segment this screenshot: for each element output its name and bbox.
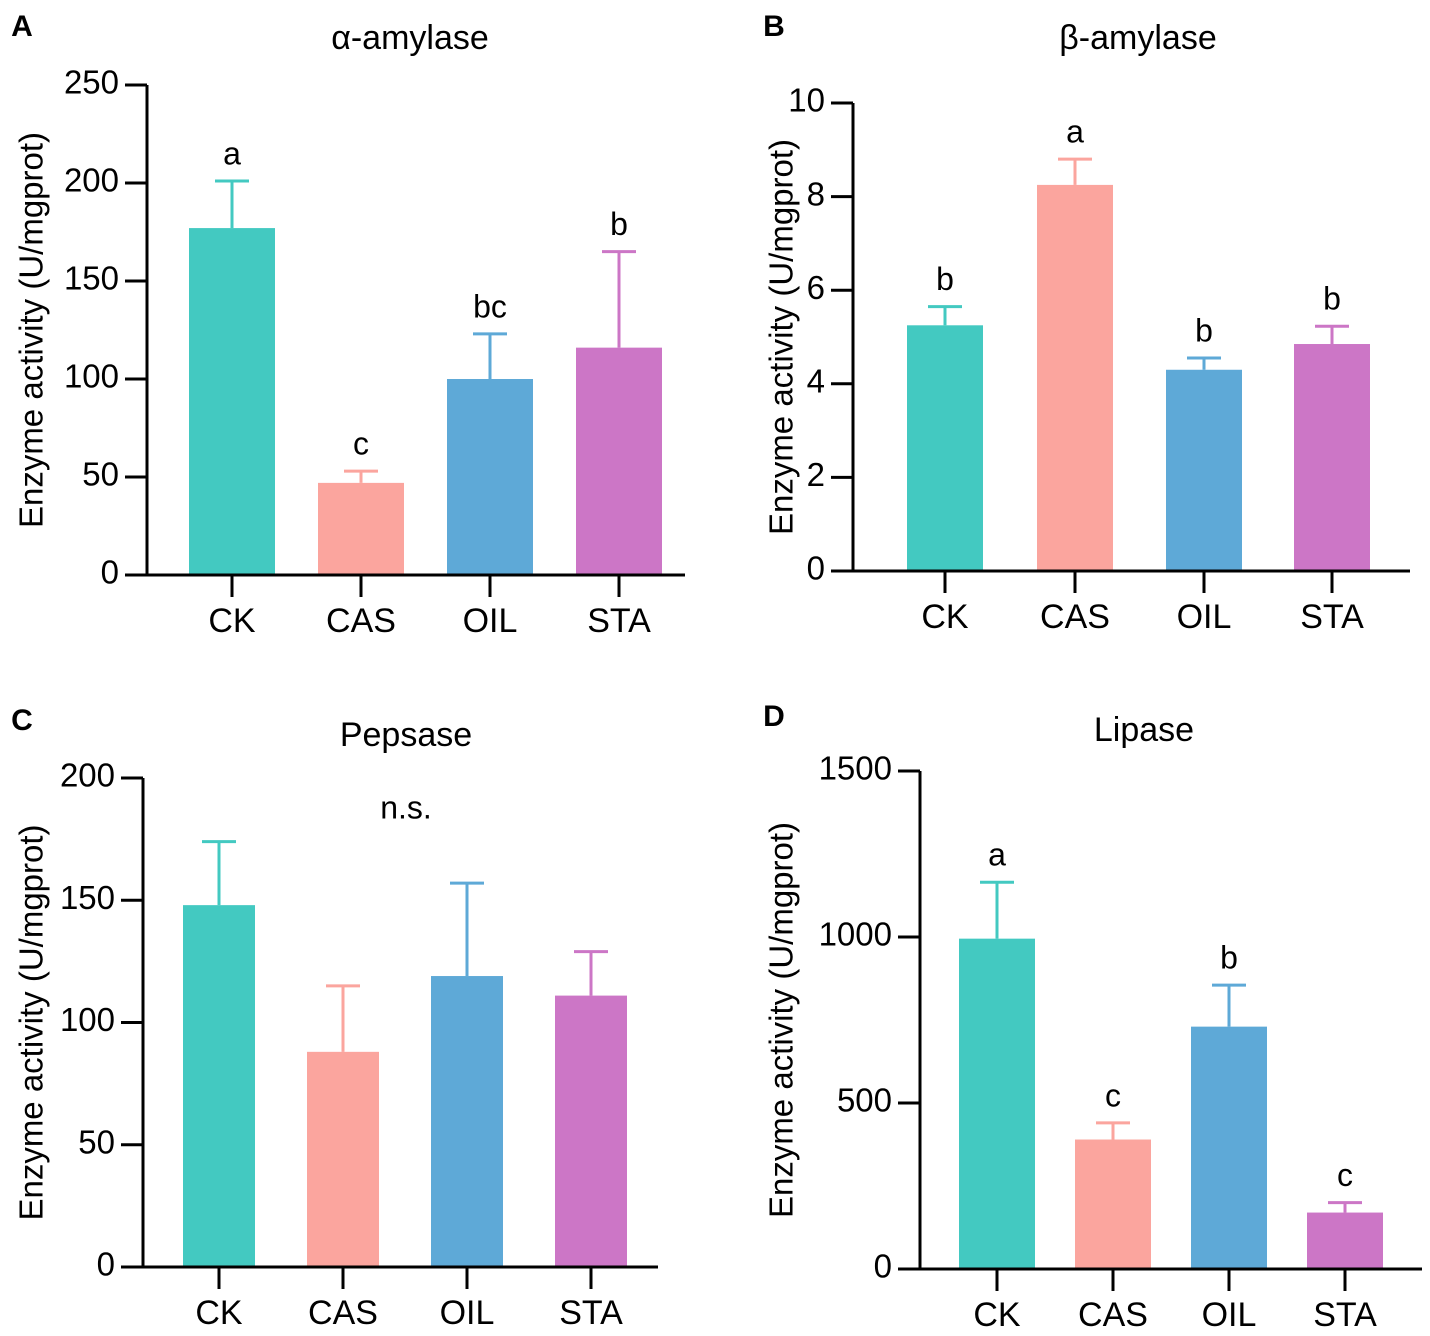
y-tick-label: 0 — [101, 554, 119, 591]
x-tick-label: CAS — [1040, 598, 1110, 636]
x-tick-label: STA — [1313, 1296, 1377, 1334]
bar-ck — [189, 228, 275, 575]
chart-panel-c: C Pepsase Enzyme activity (U/mgprot) n.s. 0 5… — [11, 704, 658, 1332]
y-tick-label: 4 — [807, 363, 825, 400]
y-tick-label: 200 — [64, 162, 119, 199]
chart-title: Lipase — [1094, 711, 1194, 749]
significance-label: b — [1220, 940, 1238, 976]
significance-label: b — [610, 206, 628, 242]
bar-ck — [183, 905, 255, 1267]
bar-oil — [1166, 369, 1242, 571]
x-tick-label: STA — [1300, 598, 1364, 636]
x-tick-label: CK — [195, 1294, 243, 1332]
x-tick-label: CAS — [1078, 1296, 1148, 1334]
y-tick-label: 250 — [64, 64, 119, 101]
panel-label: A — [11, 10, 33, 43]
panel-label: B — [763, 10, 785, 43]
bar-sta — [1307, 1212, 1383, 1269]
bar-sta — [1294, 344, 1370, 571]
chart-title: Pepsase — [340, 716, 472, 754]
x-tick-label: OIL — [1202, 1296, 1257, 1334]
y-tick-label: 8 — [807, 175, 825, 212]
x-tick-label: OIL — [1177, 598, 1232, 636]
bar-cas — [318, 482, 404, 575]
significance-label: b — [936, 261, 954, 297]
x-tick-label: STA — [587, 602, 651, 640]
y-tick-label: 2 — [807, 456, 825, 493]
significance-label: c — [1337, 1157, 1353, 1193]
significance-label: c — [1105, 1077, 1121, 1113]
y-tick-label: 1000 — [819, 916, 892, 953]
y-tick-label: 0 — [807, 550, 825, 587]
y-tick-label: 500 — [837, 1082, 892, 1119]
x-tick-label: CK — [973, 1296, 1021, 1334]
x-tick-label: CAS — [326, 602, 396, 640]
panel-label: D — [763, 700, 785, 733]
chart-title: β-amylase — [1059, 19, 1216, 57]
significance-label: b — [1195, 313, 1213, 349]
chart-title: α-amylase — [331, 19, 489, 57]
y-tick-label: 50 — [78, 1123, 115, 1160]
y-tick-label: 200 — [60, 757, 115, 794]
x-tick-label: CK — [208, 602, 256, 640]
bar-cas — [1075, 1139, 1151, 1269]
y-axis-label: Enzyme activity (U/mgprot) — [763, 822, 800, 1218]
chart-panel-d: D Lipase Enzyme activity (U/mgprot) a c b c 0 50… — [763, 700, 1422, 1334]
bar-oil — [1191, 1026, 1267, 1269]
y-tick-label: 6 — [807, 269, 825, 306]
y-tick-label: 100 — [64, 358, 119, 395]
bar-oil — [431, 976, 503, 1267]
y-tick-label: 150 — [64, 260, 119, 297]
significance-label: a — [988, 837, 1006, 873]
bar-sta — [555, 995, 627, 1267]
bar-cas — [1037, 184, 1113, 571]
y-tick-label: 10 — [788, 82, 825, 119]
bar-oil — [447, 379, 533, 575]
x-tick-label: OIL — [463, 602, 518, 640]
y-tick-label: 0 — [874, 1248, 892, 1285]
significance-label: b — [1323, 281, 1341, 317]
significance-label: a — [1066, 114, 1084, 150]
bar-ck — [907, 325, 983, 571]
y-tick-label: 1500 — [819, 750, 892, 787]
significance-note: n.s. — [380, 789, 432, 825]
significance-label: bc — [473, 288, 507, 324]
bar-ck — [959, 938, 1035, 1269]
bar-sta — [576, 347, 662, 575]
y-tick-label: 150 — [60, 879, 115, 916]
x-tick-label: OIL — [440, 1294, 495, 1332]
significance-label: c — [353, 426, 369, 462]
y-tick-label: 100 — [60, 1001, 115, 1038]
x-tick-label: STA — [559, 1294, 623, 1332]
panel-label: C — [11, 704, 33, 737]
x-tick-label: CAS — [308, 1294, 378, 1332]
y-tick-label: 50 — [82, 456, 119, 493]
significance-label: a — [223, 135, 241, 171]
y-axis-label: Enzyme activity (U/mgprot) — [763, 139, 800, 535]
x-tick-label: CK — [921, 598, 969, 636]
y-tick-label: 0 — [97, 1246, 115, 1283]
y-axis-label: Enzyme activity (U/mgprot) — [13, 132, 50, 528]
bar-cas — [307, 1051, 379, 1267]
y-axis-label: Enzyme activity (U/mgprot) — [13, 824, 50, 1220]
